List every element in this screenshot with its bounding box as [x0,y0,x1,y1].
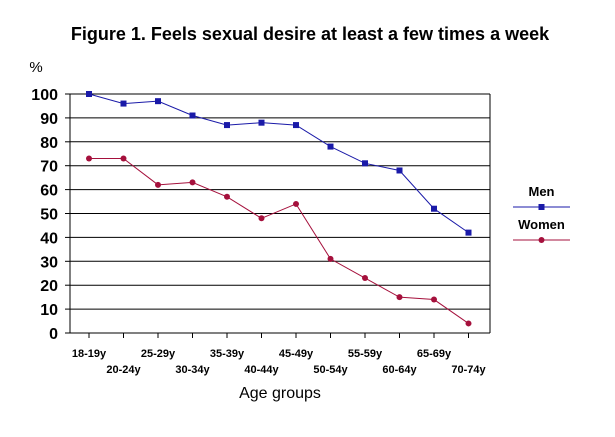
y-axis-unit: % [29,59,42,76]
data-point-men [362,160,368,167]
y-tick-label: 70 [40,159,58,176]
y-tick-label: 0 [49,326,58,343]
y-tick-label: 20 [40,278,58,295]
x-tick-label: 65-69y [417,348,452,360]
legend-marker-men [538,204,545,210]
data-point-men [465,229,472,236]
data-point-women [465,320,472,327]
x-tick-label: 60-64y [382,364,417,376]
x-axis-label: Age groups [239,385,321,402]
y-tick-label: 100 [31,87,58,104]
data-point-women [120,155,127,162]
data-point-men [86,91,92,97]
data-point-men [327,143,334,150]
data-point-men [189,112,196,119]
x-tick-label: 25-29y [141,348,176,360]
data-point-men [224,122,230,129]
data-point-women [293,200,299,207]
series-line-women [89,158,469,324]
legend: Men Women [513,184,570,243]
chart-title: Figure 1. Feels sexual desire at least a… [71,24,550,44]
data-point-men [258,119,265,126]
data-point-women [155,181,161,188]
data-point-women [431,296,437,303]
data-point-men [155,98,161,105]
data-point-women [396,294,403,301]
data-point-women [189,179,196,186]
x-tick-label: 40-44y [244,364,279,376]
x-tick-label: 55-59y [348,348,383,360]
x-tick-label: 45-49y [279,348,314,360]
y-tick-label: 60 [40,183,58,200]
y-tick-label: 80 [40,135,58,152]
legend-marker-women [538,237,545,243]
series-line-men [88,93,469,234]
x-tick-label: 20-24y [106,364,141,376]
x-tick-label: 30-34y [175,364,210,376]
y-tick-label: 40 [40,230,58,247]
y-tick-label: 50 [40,207,58,224]
data-point-men [120,100,127,107]
data-point-women [224,193,230,200]
data-point-women [86,155,92,162]
x-tick-label: 70-74y [451,364,486,376]
y-tick-label: 90 [40,111,58,128]
y-tick-label: 30 [40,254,58,271]
data-point-men [293,122,299,129]
data-point-women [258,215,265,222]
data-point-men [396,167,403,174]
x-tick-label: 18-19y [72,348,107,360]
x-tick-label: 50-54y [313,364,348,376]
x-tick-label: 35-39y [210,348,245,360]
legend-label-men: Men [529,184,555,199]
legend-label-women: Women [518,217,565,232]
y-tick-label: 10 [40,302,58,319]
plot-area: 0 10 20 30 40 50 60 70 80 90 100 18-19y 20-24y25-29y… [31,87,491,376]
data-point-men [431,205,437,212]
data-point-women [362,275,368,282]
data-point-women [327,255,334,262]
